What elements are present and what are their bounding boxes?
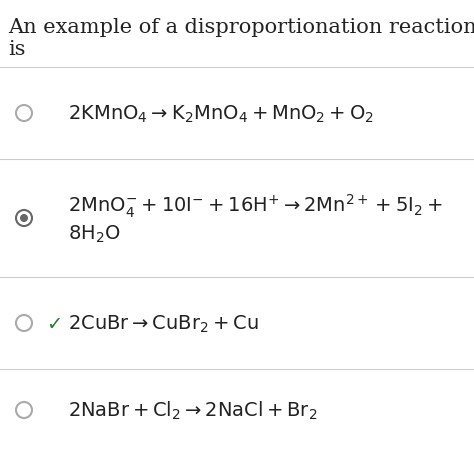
Circle shape: [20, 215, 28, 222]
Text: is: is: [8, 40, 26, 59]
Text: ✓: ✓: [46, 314, 63, 333]
Text: $2\mathrm{MnO}_4^{-} + 10\mathrm{I}^{-} +16\mathrm{H}^{+} \rightarrow 2\mathrm{M: $2\mathrm{MnO}_4^{-} + 10\mathrm{I}^{-} …: [68, 192, 443, 219]
Text: $2\mathrm{KMnO}_4 \rightarrow \mathrm{K}_2\mathrm{MnO}_4 + \mathrm{MnO}_2 + \mat: $2\mathrm{KMnO}_4 \rightarrow \mathrm{K}…: [68, 103, 374, 124]
Text: $2\mathrm{NaBr} + \mathrm{Cl}_2 \rightarrow 2\mathrm{NaCl} + \mathrm{Br}_2$: $2\mathrm{NaBr} + \mathrm{Cl}_2 \rightar…: [68, 399, 318, 421]
Text: $8\mathrm{H}_2\mathrm{O}$: $8\mathrm{H}_2\mathrm{O}$: [68, 223, 121, 244]
Text: $2\mathrm{CuBr} \rightarrow \mathrm{CuBr}_2 + \mathrm{Cu}$: $2\mathrm{CuBr} \rightarrow \mathrm{CuBr…: [68, 313, 258, 334]
Text: An example of a disproportionation reaction: An example of a disproportionation react…: [8, 18, 474, 37]
